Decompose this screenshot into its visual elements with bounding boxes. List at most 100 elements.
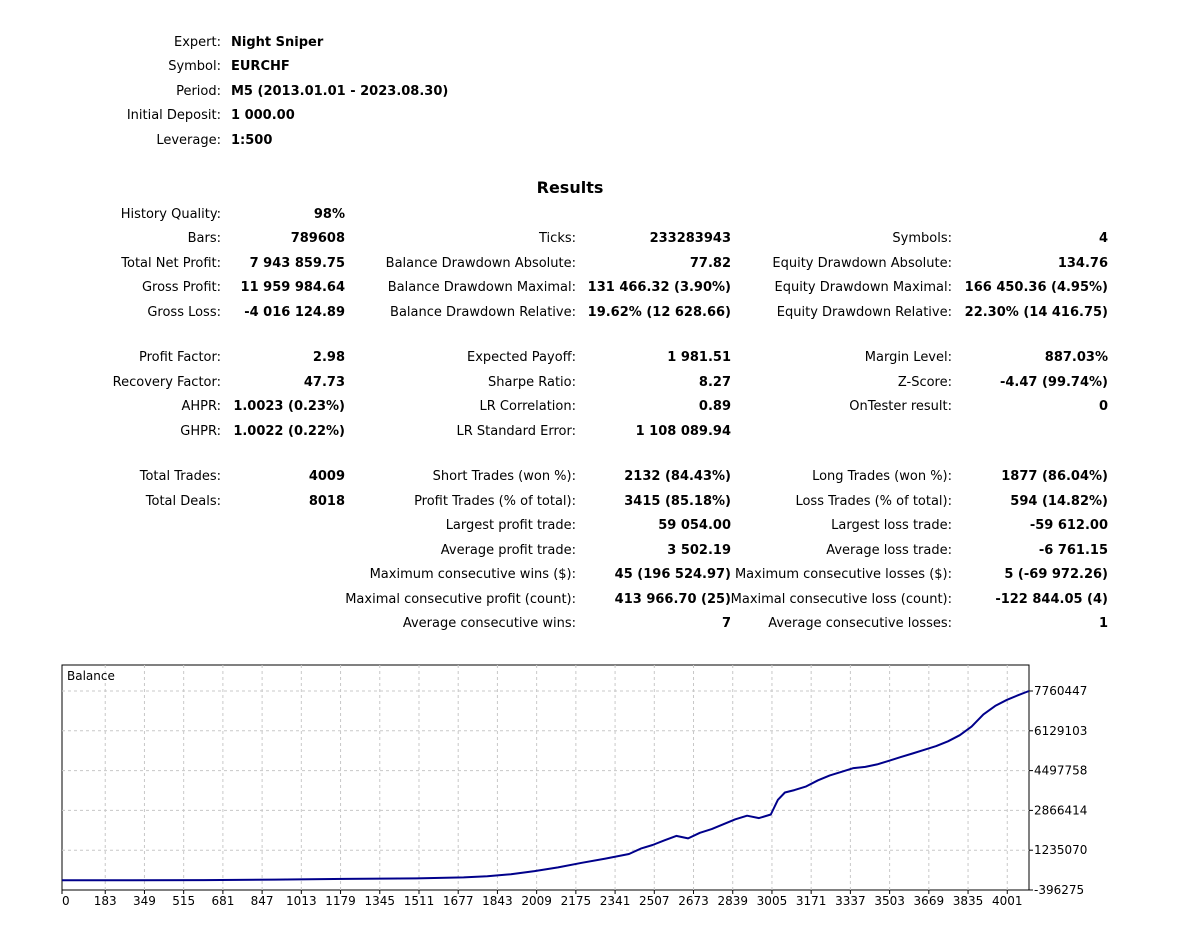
average-consecutive-losses-label: Average consecutive losses: [768, 616, 952, 631]
loss-trades-label: Loss Trades (% of total): [795, 494, 952, 509]
x-tick-label: 2341 [600, 894, 631, 908]
short-trades-label: Short Trades (won %): [432, 469, 576, 484]
profit-trades-value: 3415 (85.18%) [624, 494, 731, 509]
total-trades-label: Total Trades: [139, 469, 221, 484]
equity-drawdown-maximal-value: 166 450.36 (4.95%) [964, 280, 1108, 295]
x-tick-label: 0 [62, 894, 70, 908]
z-score-label: Z-Score: [897, 375, 952, 390]
ahpr-label: AHPR: [181, 399, 221, 414]
x-tick-label: 515 [172, 894, 195, 908]
ghpr-value: 1.0022 (0.22%) [233, 424, 345, 439]
bars-value: 789608 [290, 231, 345, 246]
expected-payoff-label: Expected Payoff: [467, 350, 576, 365]
history-quality-value: 98% [313, 207, 345, 222]
x-tick-label: 2507 [639, 894, 670, 908]
balance-drawdown-maximal-value: 131 466.32 (3.90%) [587, 280, 731, 295]
margin-level-label: Margin Level: [864, 350, 952, 365]
x-tick-label: 3337 [835, 894, 866, 908]
loss-trades-value: 594 (14.82%) [1010, 494, 1108, 509]
x-tick-label: 2839 [717, 894, 748, 908]
max-consecutive-wins-value: 45 (196 524.97) [614, 567, 731, 582]
initial-deposit-value: 1 000.00 [231, 108, 295, 123]
ontester-result-label: OnTester result: [849, 399, 952, 414]
balance-drawdown-maximal-label: Balance Drawdown Maximal: [387, 280, 576, 295]
expert-label: Expert: [174, 35, 221, 50]
balance-drawdown-relative-label: Balance Drawdown Relative: [390, 305, 576, 320]
symbols-label: Symbols: [892, 231, 952, 246]
recovery-factor-value: 47.73 [303, 375, 345, 390]
symbol-label: Symbol: [168, 59, 221, 74]
bars-label: Bars: [187, 231, 221, 246]
lr-standard-error-label: LR Standard Error: [456, 424, 576, 439]
max-consecutive-losses-label: Maximum consecutive losses ($): [734, 567, 952, 582]
maximal-consecutive-loss-value: -122 844.05 (4) [995, 592, 1108, 607]
x-tick-label: 3835 [953, 894, 984, 908]
long-trades-label: Long Trades (won %): [812, 469, 952, 484]
lr-correlation-value: 0.89 [698, 399, 731, 414]
chart-title: Balance [67, 669, 115, 683]
gross-profit-value: 11 959 984.64 [240, 280, 345, 295]
sharpe-ratio-label: Sharpe Ratio: [488, 375, 576, 390]
gross-loss-value: -4 016 124.89 [244, 305, 345, 320]
balance-drawdown-absolute-label: Balance Drawdown Absolute: [385, 256, 576, 271]
equity-drawdown-relative-label: Equity Drawdown Relative: [776, 305, 952, 320]
total-deals-value: 8018 [308, 494, 345, 509]
profit-factor-label: Profit Factor: [139, 350, 221, 365]
total-net-profit-label: Total Net Profit: [121, 256, 221, 271]
chart-axes: 0 183 349 515 681 847 1013 1179 1345 1511 1677 1843… [61, 684, 1087, 908]
recovery-factor-label: Recovery Factor: [112, 375, 221, 390]
z-score-value: -4.47 (99.74%) [999, 375, 1108, 390]
expected-payoff-value: 1 981.51 [667, 350, 731, 365]
y-tick-label: -396275 [1034, 883, 1084, 897]
x-tick-label: 3005 [757, 894, 788, 908]
maximal-consecutive-profit-value: 413 966.70 (25) [614, 592, 731, 607]
x-tick-label: 1013 [286, 894, 317, 908]
largest-loss-trade-label: Largest loss trade: [831, 518, 952, 533]
history-quality-label: History Quality: [120, 207, 221, 222]
x-tick-label: 681 [211, 894, 234, 908]
x-tick-label: 3669 [914, 894, 945, 908]
max-consecutive-losses-value: 5 (-69 972.26) [1004, 567, 1108, 582]
total-trades-value: 4009 [308, 469, 345, 484]
y-tick-label: 4497758 [1034, 764, 1087, 778]
maximal-consecutive-loss-label: Maximal consecutive loss (count): [730, 592, 952, 607]
ontester-result-value: 0 [1098, 399, 1108, 414]
y-tick-label: 6129103 [1034, 724, 1087, 738]
leverage-value: 1:500 [231, 133, 273, 148]
total-deals-label: Total Deals: [145, 494, 221, 509]
equity-drawdown-maximal-label: Equity Drawdown Maximal: [774, 280, 952, 295]
results-title: Results [536, 178, 604, 197]
total-net-profit-value: 7 943 859.75 [249, 256, 345, 271]
x-tick-label: 2175 [561, 894, 592, 908]
x-tick-label: 349 [133, 894, 156, 908]
balance-line [61, 690, 1030, 882]
long-trades-value: 1877 (86.04%) [1001, 469, 1108, 484]
x-tick-label: 2673 [678, 894, 709, 908]
average-consecutive-losses-value: 1 [1098, 616, 1108, 631]
y-tick-label: 7760447 [1034, 684, 1087, 698]
ghpr-label: GHPR: [180, 424, 221, 439]
symbols-value: 4 [1098, 231, 1108, 246]
profit-trades-label: Profit Trades (% of total): [414, 494, 576, 509]
equity-drawdown-relative-value: 22.30% (14 416.75) [964, 305, 1108, 320]
balance-drawdown-relative-value: 19.62% (12 628.66) [587, 305, 731, 320]
chart-grid [62, 665, 1029, 890]
y-tick-label: 2866414 [1034, 803, 1087, 817]
expert-value: Night Sniper [231, 35, 324, 50]
equity-drawdown-absolute-value: 134.76 [1057, 256, 1108, 271]
average-loss-trade-value: -6 761.15 [1038, 543, 1108, 558]
profit-factor-value: 2.98 [312, 350, 345, 365]
period-value: M5 (2013.01.01 - 2023.08.30) [231, 84, 449, 99]
ticks-label: Ticks: [539, 231, 576, 246]
x-tick-label: 3171 [796, 894, 827, 908]
x-tick-label: 183 [94, 894, 117, 908]
lr-standard-error-value: 1 108 089.94 [635, 424, 731, 439]
sharpe-ratio-value: 8.27 [698, 375, 731, 390]
max-consecutive-wins-label: Maximum consecutive wins ($): [369, 567, 576, 582]
average-profit-trade-value: 3 502.19 [667, 543, 731, 558]
largest-loss-trade-value: -59 612.00 [1029, 518, 1108, 533]
x-tick-label: 2009 [521, 894, 552, 908]
short-trades-value: 2132 (84.43%) [624, 469, 731, 484]
x-tick-label: 4001 [992, 894, 1023, 908]
